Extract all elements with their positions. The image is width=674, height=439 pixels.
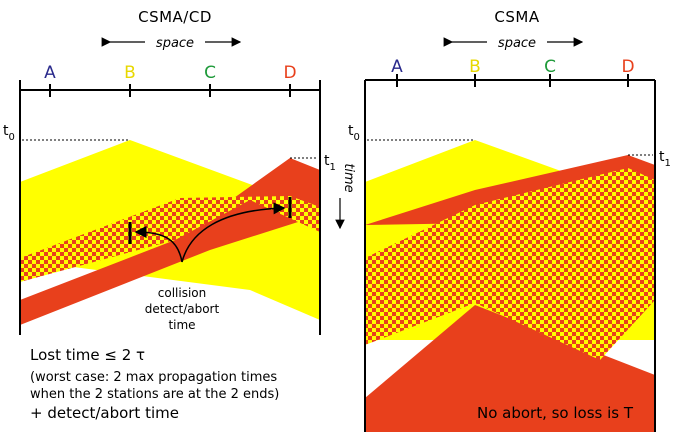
d-transmission-red	[365, 305, 655, 432]
station-ticks	[49, 84, 291, 97]
space-arrow: space	[443, 36, 584, 51]
station-b-label: B	[124, 63, 136, 83]
space-label: space	[498, 36, 536, 51]
station-c-label: C	[544, 57, 556, 77]
station-d-label: D	[621, 57, 634, 77]
worst-case-line1: (worst case: 2 max propagation times	[30, 370, 277, 385]
station-b-label: B	[469, 57, 481, 77]
collision-note-line3: time	[168, 318, 195, 332]
station-d-label: D	[283, 63, 296, 83]
time-label: time	[341, 163, 356, 192]
collision-note-line1: collision	[158, 286, 206, 300]
t0-label: t0	[3, 123, 15, 143]
panel-title: CSMA/CD	[138, 8, 212, 26]
no-abort-text: No abort, so loss is T	[477, 404, 634, 422]
csma-cd-panel: CSMA/CD space A B C D t0 t1	[3, 8, 356, 422]
station-a-label: A	[391, 57, 403, 77]
station-c-label: C	[204, 63, 216, 83]
time-axis: time	[335, 163, 356, 230]
collision-detect-markers	[128, 197, 292, 263]
detect-abort-text: + detect/abort time	[30, 404, 179, 422]
csma-panel: CSMA space A B C D t0 t1 No abort,	[348, 8, 671, 432]
lost-time-text: Lost time ≤ 2 τ	[30, 346, 145, 364]
t1-label: t1	[659, 149, 671, 169]
panel-title: CSMA	[494, 8, 539, 26]
collision-note-line2: detect/abort	[145, 302, 220, 316]
collision-region	[365, 168, 655, 360]
worst-case-line2: when the 2 stations are at the 2 ends)	[30, 387, 279, 402]
station-a-label: A	[44, 63, 56, 83]
space-arrow: space	[101, 36, 242, 51]
t0-label: t0	[348, 123, 360, 143]
space-label: space	[156, 36, 194, 51]
transmission-regions	[365, 140, 655, 432]
station-ticks	[396, 74, 629, 87]
t1-label: t1	[324, 153, 336, 173]
